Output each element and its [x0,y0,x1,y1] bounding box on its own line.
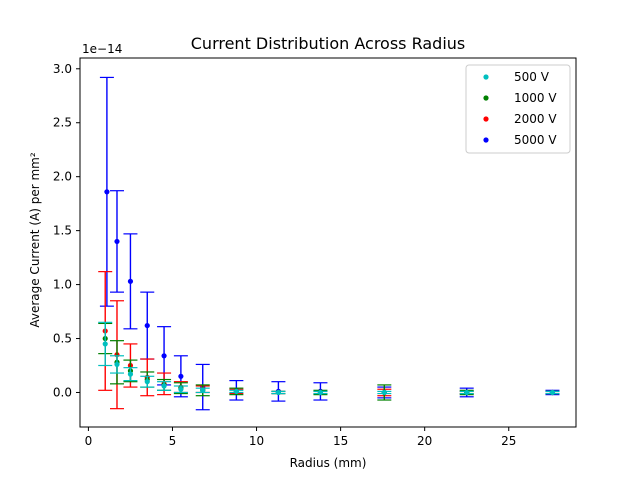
y-tick-label: 1.5 [53,224,72,238]
data-point [127,371,134,377]
data-point [144,322,150,329]
y-tick-label: 0.5 [53,332,72,346]
data-point [317,389,324,396]
y-tick-label: 2.0 [53,170,72,184]
plot-frame [79,57,577,428]
plot-area [98,76,560,411]
data-point [464,389,470,396]
chart-title: Current Distribution Across Radius [191,34,466,53]
data-point [178,373,184,379]
x-tick-label: 0 [85,434,93,448]
x-tick-label: 20 [417,434,432,448]
data-point [127,278,134,284]
data-point [381,389,387,396]
legend-marker [483,74,489,80]
data-point [233,388,239,394]
data-point [104,189,110,195]
x-tick-label: 5 [169,434,177,448]
legend-label: 5000 V [514,133,557,147]
data-point [114,361,120,368]
legend-item: 1000 V [483,91,557,105]
x-tick-label: 25 [501,434,516,448]
legend: 500 V 1000 V 2000 V 5000 V [465,64,571,154]
legend-marker [483,137,489,143]
data-point [178,386,184,392]
y-tick-label: 0.0 [53,385,72,399]
legend-marker [483,95,489,101]
legend-item: 2000 V [483,112,557,126]
legend-item: 5000 V [483,133,557,147]
axes: 0 5 10 15 20 25 0.0 0.5 1.0 1.5 2.0 2.5 3.0 [53,57,577,448]
y-offset-label: 1e−14 [82,42,122,56]
data-point [144,379,150,385]
x-tick-label: 10 [249,434,264,448]
data-point [102,341,108,347]
legend-item: 500 V [483,70,550,84]
y-tick-label: 2.5 [53,116,72,130]
data-point [549,389,556,396]
data-point [161,383,167,389]
legend-marker [483,116,489,122]
y-tick-label: 3.0 [53,62,72,76]
legend-label: 1000 V [514,91,557,105]
data-point [161,353,167,359]
x-tick-label: 15 [333,434,348,448]
y-tick-label: 1.0 [53,278,72,292]
legend-label: 500 V [514,70,550,84]
y-axis-label: Average Current (A) per mm² [28,152,42,327]
series-500-v [98,321,560,396]
legend-box [465,64,571,154]
data-point [200,387,206,393]
x-axis-label: Radius (mm) [290,456,367,470]
data-point [114,238,120,245]
legend-label: 2000 V [514,112,557,126]
data-point [275,389,281,396]
